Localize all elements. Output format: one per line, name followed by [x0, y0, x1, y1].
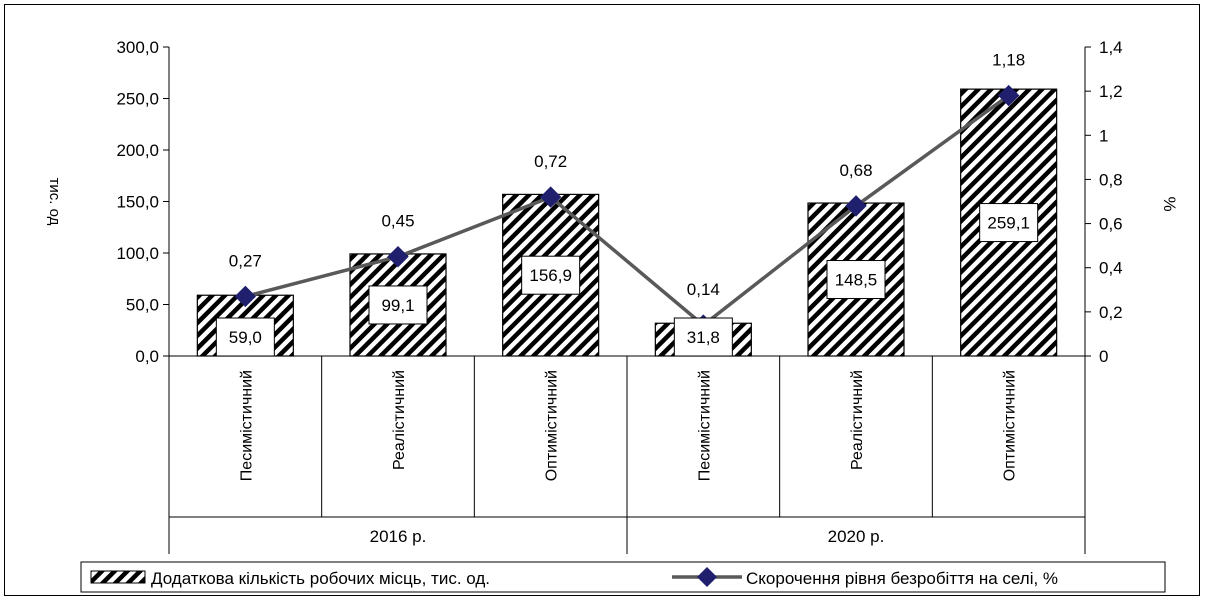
category-label: Оптимістичний	[544, 370, 561, 481]
line-marker	[845, 195, 867, 217]
line-marker	[387, 245, 409, 268]
line-data-label: 0,68	[839, 161, 872, 180]
bar-data-label-box	[215, 317, 275, 357]
legend-bar-swatch	[90, 570, 146, 584]
group-label: 2020 р.	[828, 527, 885, 546]
right-tick-label: 0,8	[1099, 170, 1123, 189]
left-tick-label: 50,0	[126, 296, 159, 315]
bar-data-label: 99,1	[381, 296, 414, 315]
left-tick-label: 200,0	[116, 141, 159, 160]
right-tick-label: 0,2	[1099, 303, 1123, 322]
bar-data-label: 156,9	[529, 266, 572, 285]
left-tick-label: 300,0	[116, 38, 159, 57]
legend-bar-label: Додаткова кількість робочих місць, тис. …	[151, 569, 490, 588]
bar-data-label-box	[521, 255, 581, 295]
bar-data-label-box	[673, 317, 733, 357]
left-tick-label: 0,0	[135, 347, 159, 366]
right-tick-label: 0,4	[1099, 259, 1123, 278]
bar-data-label-box	[826, 260, 886, 300]
legend-line-label: Скорочення рівня безробіття на селі, %	[746, 569, 1058, 588]
left-tick-label: 100,0	[116, 244, 159, 263]
line-data-label: 0,72	[534, 152, 567, 171]
category-label: Реалістичний	[391, 370, 408, 470]
right-tick-label: 1,4	[1099, 38, 1123, 57]
chart: 0,0 50,0 100,0 150,0 200,0 250,0 300,0 0 0,2 0,4 0…	[4, 4, 1200, 596]
legend-box	[80, 561, 1166, 593]
right-tick-label: 0	[1099, 347, 1108, 366]
left-tick-label: 250,0	[116, 90, 159, 109]
bar-data-label-box	[368, 285, 428, 325]
line-marker	[539, 186, 562, 208]
line-marker	[234, 285, 257, 308]
line-data-label: 0,14	[687, 280, 720, 299]
category-label: Песимістичний	[696, 370, 713, 481]
left-axis-title: тис. од	[46, 178, 63, 226]
bar-data-label: 259,1	[987, 214, 1030, 233]
chart-border	[4, 4, 1200, 596]
line-data-label: 0,45	[381, 212, 414, 231]
right-tick-label: 1,2	[1099, 82, 1123, 101]
bar-data-label: 148,5	[835, 271, 878, 290]
bar-data-label-box	[979, 203, 1039, 243]
bar-data-label: 31,8	[687, 328, 720, 347]
bar-data-label: 59,0	[229, 328, 262, 347]
right-axis-title: %	[1160, 196, 1179, 211]
line-data-label: 1,18	[992, 51, 1025, 70]
line-data-label: 0,27	[229, 251, 262, 270]
legend-line-marker	[697, 567, 717, 587]
group-label: 2016 р.	[370, 527, 427, 546]
line-marker	[997, 84, 1020, 107]
right-tick-label: 0,6	[1099, 215, 1123, 234]
category-label: Оптимістичний	[1002, 370, 1019, 481]
right-tick-label: 1	[1099, 126, 1108, 145]
left-tick-label: 150,0	[116, 193, 159, 212]
chart-frame: 0,0 50,0 100,0 150,0 200,0 250,0 300,0 0 0,2 0,4 0…	[4, 4, 1200, 596]
category-label: Реалістичний	[849, 370, 866, 470]
category-label: Песимістичний	[238, 370, 255, 481]
line-series	[244, 94, 1010, 328]
